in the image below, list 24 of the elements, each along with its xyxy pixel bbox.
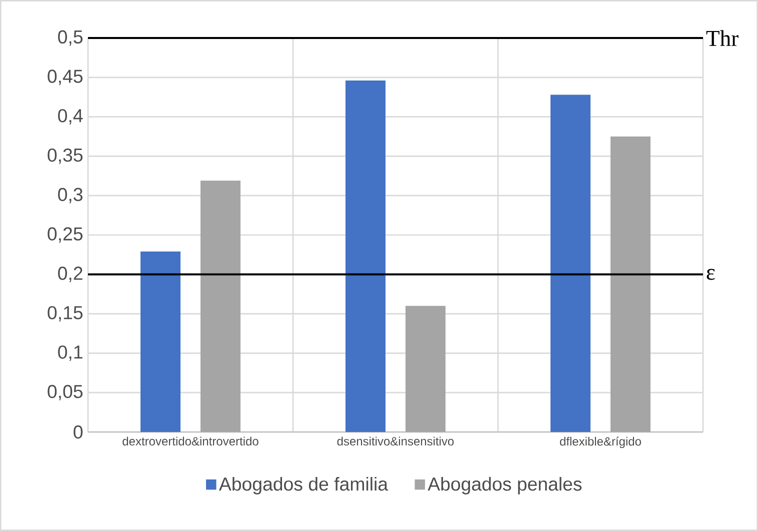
y-tick-label: 0,25	[48, 227, 83, 243]
y-tick-label: 0,05	[48, 384, 83, 400]
y-tick-label: 0,1	[58, 345, 82, 361]
x-tick-label: dflexible&rígido	[560, 436, 641, 448]
bar	[200, 180, 241, 432]
legend-label: Abogados penales	[428, 476, 582, 494]
legend-label: Abogados de familia	[218, 476, 388, 494]
bar	[346, 80, 386, 432]
ref-line-label: Thr	[706, 30, 738, 46]
bar	[610, 136, 650, 432]
bar	[550, 94, 590, 432]
x-tick-label: dextrovertido&introvertido	[122, 436, 258, 446]
x-tick-label: dsensitivo&insensitivo	[337, 436, 454, 446]
ref-line-label: ε	[706, 268, 715, 280]
y-tick-label: 0	[74, 425, 83, 439]
y-tick-label: 0,15	[48, 306, 83, 322]
y-tick-label: 0,2	[58, 266, 82, 282]
y-tick-label: 0,3	[58, 188, 82, 204]
y-tick-label: 0,4	[58, 109, 83, 124]
bar	[140, 252, 181, 432]
bar	[406, 306, 446, 432]
y-tick-label: 0,45	[48, 70, 83, 86]
y-tick-label: 0,5	[58, 30, 83, 46]
y-tick-label: 0,35	[48, 148, 83, 164]
